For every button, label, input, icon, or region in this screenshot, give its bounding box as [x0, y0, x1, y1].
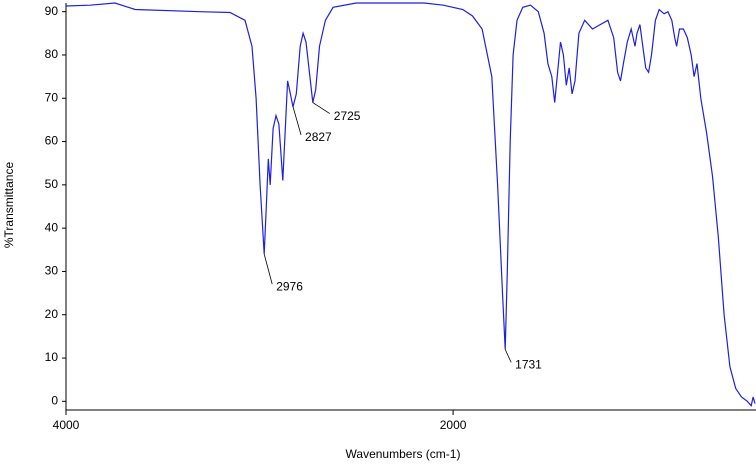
y-tick-label: 0 — [51, 394, 58, 408]
annotation-leader — [504, 349, 512, 363]
y-tick-label: 40 — [45, 220, 59, 234]
y-tick-label: 70 — [45, 90, 59, 104]
annotation-leader — [312, 102, 330, 114]
annotation-leader — [292, 106, 302, 136]
x-tick-label: 2000 — [440, 418, 467, 432]
y-tick-label: 30 — [45, 264, 59, 278]
y-tick-label: 20 — [45, 307, 59, 321]
y-tick-label: 80 — [45, 47, 59, 61]
y-axis-label: %Transmittance — [2, 162, 16, 249]
y-tick-label: 50 — [45, 177, 59, 191]
y-tick-label: 90 — [45, 4, 59, 18]
annotation-label: 2725 — [334, 109, 361, 123]
annotation-label: 1731 — [515, 358, 542, 372]
spectrum-line — [65, 2, 756, 407]
annotation-label: 2827 — [305, 130, 332, 144]
x-axis-label: Wavenumbers (cm-1) — [346, 447, 461, 461]
y-tick-label: 10 — [45, 350, 59, 364]
x-tick-label: 4000 — [53, 418, 80, 432]
annotation-leader — [263, 254, 273, 285]
annotation-label: 2976 — [276, 279, 303, 293]
y-tick-label: 60 — [45, 134, 59, 148]
